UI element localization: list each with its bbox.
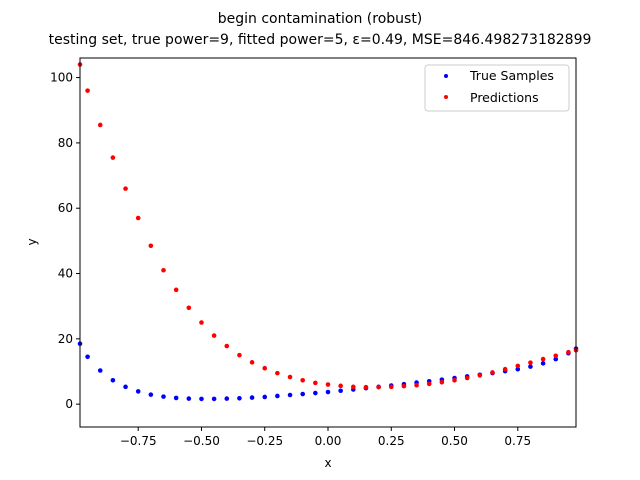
point-true-samples-20 bbox=[325, 389, 331, 395]
legend-box bbox=[424, 64, 570, 112]
point-predictions-20 bbox=[325, 382, 331, 387]
point-predictions-28 bbox=[426, 381, 432, 387]
point-predictions-11 bbox=[211, 333, 217, 338]
point-predictions-8 bbox=[173, 287, 179, 293]
point-true-samples-37 bbox=[540, 361, 546, 366]
point-true-samples-35 bbox=[515, 366, 521, 372]
plot-frame bbox=[79, 57, 577, 428]
x-tick-label: 0.00 bbox=[315, 434, 342, 448]
point-predictions-2 bbox=[97, 122, 103, 128]
point-true-samples-13 bbox=[237, 395, 242, 401]
x-tick-label: 0.25 bbox=[378, 434, 405, 448]
x-tick-label: 0.75 bbox=[504, 434, 531, 448]
point-true-samples-15 bbox=[262, 394, 268, 400]
y-tick-label: 60 bbox=[58, 201, 73, 215]
point-true-samples-6 bbox=[148, 392, 154, 397]
x-tick-label: −0.75 bbox=[120, 434, 157, 448]
point-predictions-24 bbox=[376, 384, 381, 390]
point-predictions-4 bbox=[123, 186, 128, 191]
y-tick-label: 0 bbox=[65, 397, 73, 411]
point-predictions-25 bbox=[388, 384, 394, 390]
point-true-samples-14 bbox=[249, 395, 255, 400]
point-predictions-27 bbox=[414, 382, 419, 388]
point-predictions-7 bbox=[161, 267, 166, 273]
point-predictions-13 bbox=[237, 352, 242, 358]
point-predictions-33 bbox=[490, 370, 495, 375]
point-predictions-32 bbox=[477, 373, 483, 378]
legend-label-predictions: Predictions bbox=[470, 90, 539, 105]
point-true-samples-5 bbox=[135, 389, 141, 394]
point-predictions-22 bbox=[351, 384, 356, 390]
legend-marker-predictions bbox=[444, 95, 448, 99]
point-true-samples-3 bbox=[110, 378, 116, 383]
point-predictions-39 bbox=[566, 349, 571, 355]
legend-marker-true-samples bbox=[444, 74, 448, 78]
point-predictions-23 bbox=[363, 384, 369, 390]
point-true-samples-10 bbox=[199, 396, 204, 402]
point-true-samples-11 bbox=[211, 396, 217, 402]
y-tick-label: 100 bbox=[50, 71, 73, 85]
data-points bbox=[77, 62, 579, 402]
point-predictions-15 bbox=[262, 365, 268, 371]
chart-subtitle: testing set, true power=9, fitted power=… bbox=[49, 32, 592, 48]
legend-label-true-samples: True Samples bbox=[469, 68, 554, 83]
point-true-samples-7 bbox=[161, 394, 166, 399]
point-predictions-5 bbox=[135, 215, 141, 221]
point-predictions-12 bbox=[224, 343, 230, 349]
point-true-samples-4 bbox=[123, 384, 128, 390]
point-predictions-17 bbox=[287, 374, 293, 380]
point-predictions-37 bbox=[540, 356, 546, 362]
y-tick-label: 20 bbox=[58, 332, 73, 346]
point-predictions-35 bbox=[515, 363, 521, 369]
point-true-samples-19 bbox=[313, 390, 318, 396]
point-predictions-38 bbox=[553, 353, 559, 359]
point-true-samples-18 bbox=[300, 391, 305, 397]
point-predictions-26 bbox=[401, 383, 407, 389]
point-true-samples-38 bbox=[553, 356, 559, 362]
point-predictions-18 bbox=[300, 378, 305, 383]
point-predictions-14 bbox=[249, 360, 255, 365]
point-predictions-30 bbox=[452, 378, 457, 383]
point-true-samples-21 bbox=[338, 388, 343, 394]
x-axis: −0.75 −0.50 −0.25 0.00 0.25 0.50 0.75 bbox=[120, 427, 531, 448]
x-tick-label: −0.50 bbox=[183, 434, 220, 448]
point-true-samples-1 bbox=[85, 354, 90, 360]
point-predictions-16 bbox=[275, 370, 280, 376]
point-true-samples-9 bbox=[186, 396, 192, 401]
point-true-samples-17 bbox=[287, 392, 293, 398]
y-tick-label: 40 bbox=[58, 267, 73, 281]
y-axis: 0 20 40 60 80 100 bbox=[50, 71, 80, 411]
point-predictions-1 bbox=[85, 88, 90, 93]
point-true-samples-2 bbox=[97, 368, 103, 373]
x-tick-label: 0.50 bbox=[441, 434, 468, 448]
legend: True Samples Predictions bbox=[424, 64, 570, 112]
point-predictions-9 bbox=[186, 305, 192, 311]
point-true-samples-36 bbox=[528, 364, 533, 369]
point-predictions-6 bbox=[148, 243, 154, 249]
point-predictions-31 bbox=[464, 375, 470, 381]
x-tick-label: −0.25 bbox=[246, 434, 283, 448]
point-true-samples-12 bbox=[224, 396, 230, 401]
point-predictions-34 bbox=[502, 366, 508, 372]
point-predictions-19 bbox=[313, 380, 318, 386]
y-axis-label: y bbox=[25, 238, 39, 245]
chart-title: begin contamination (robust) bbox=[218, 11, 423, 27]
x-axis-label: x bbox=[324, 456, 331, 470]
point-true-samples-16 bbox=[275, 393, 280, 399]
point-true-samples-8 bbox=[173, 395, 179, 401]
y-tick-label: 80 bbox=[58, 136, 73, 150]
point-predictions-29 bbox=[439, 379, 445, 385]
point-predictions-3 bbox=[110, 155, 116, 160]
point-predictions-10 bbox=[199, 320, 204, 325]
point-predictions-36 bbox=[528, 360, 533, 365]
point-predictions-21 bbox=[338, 383, 343, 389]
